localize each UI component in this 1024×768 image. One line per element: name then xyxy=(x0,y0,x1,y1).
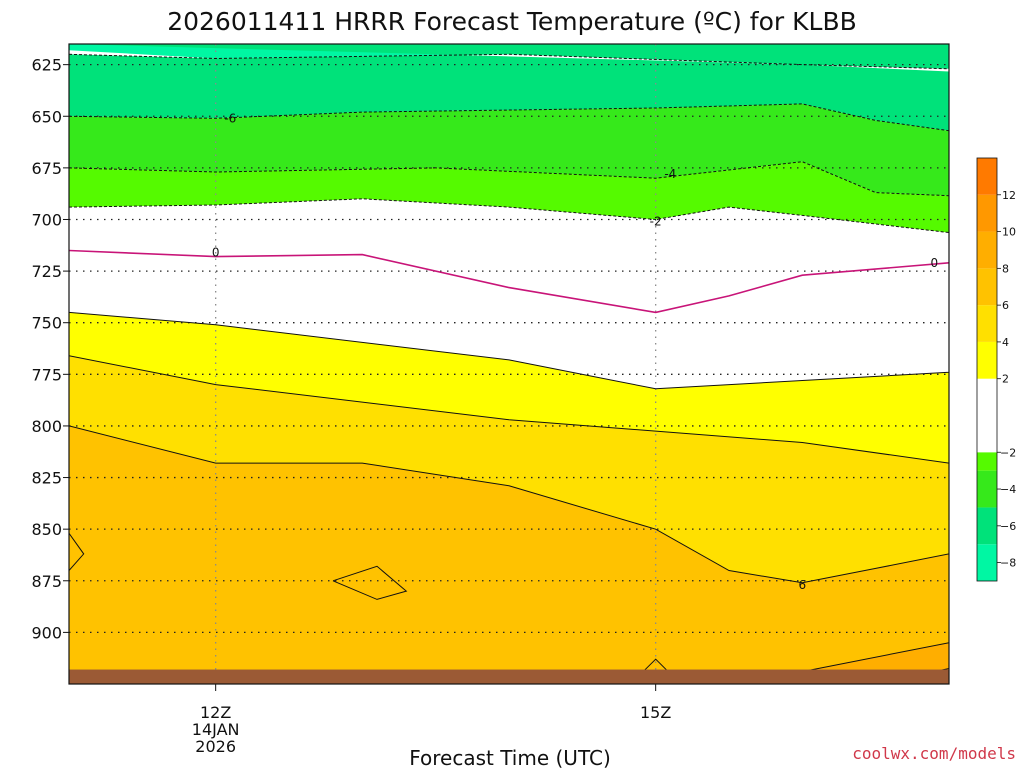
y-tick-label: 900 xyxy=(31,623,62,642)
fill-region--6 xyxy=(69,44,949,131)
terrain-band xyxy=(69,669,949,684)
colorbar-band xyxy=(977,194,997,232)
credit-text: coolwx.com/models xyxy=(852,744,1016,763)
colorbar-tick-label: 12 xyxy=(1002,189,1016,202)
contour-label: 6 xyxy=(799,578,807,592)
colorbar-tick-label: 10 xyxy=(1002,226,1016,239)
x-tick-label: 2026 xyxy=(195,737,236,756)
colorbar-tick-label: 4 xyxy=(1002,336,1009,349)
contour-label: 0 xyxy=(931,256,939,270)
colorbar-band xyxy=(977,268,997,306)
contour-label: -2 xyxy=(650,215,662,229)
colorbar-tick-label: −2 xyxy=(1000,446,1016,459)
contour-8-left xyxy=(69,533,85,571)
x-tick-label: 12Z xyxy=(200,703,231,722)
contour-2 xyxy=(69,311,949,390)
chart-title: 2026011411 HRRR Forecast Temperature (ºC… xyxy=(167,7,857,36)
contour--2 xyxy=(69,198,949,234)
colorbar-band xyxy=(977,470,997,508)
y-tick-label: 825 xyxy=(31,469,62,488)
y-tick-label: 650 xyxy=(31,107,62,126)
colorbar-tick-label: 6 xyxy=(1002,299,1009,312)
colorbar-band xyxy=(977,507,997,545)
y-tick-label: 800 xyxy=(31,417,62,436)
y-axis-ticks: 625 650 675 700 725 750 775 800 825 850 875 900 xyxy=(31,56,69,642)
fill-layer xyxy=(69,44,949,684)
contour-4 xyxy=(69,355,949,464)
fill-region--2 xyxy=(69,161,949,233)
y-tick-label: 750 xyxy=(31,314,62,333)
colorbar-frame xyxy=(976,157,998,582)
fill-region--4 xyxy=(69,103,949,196)
contour--6 xyxy=(69,103,949,132)
contour-label: 0 xyxy=(212,246,220,260)
contour-6 xyxy=(69,425,949,584)
colorbar-band xyxy=(977,341,997,379)
y-tick-label: 775 xyxy=(31,365,62,384)
contour-label: -6 xyxy=(224,111,236,125)
contour-label: -4 xyxy=(664,167,676,181)
colorbar-band xyxy=(977,378,997,453)
contour-8-blob xyxy=(332,565,408,600)
y-tick-label: 850 xyxy=(31,520,62,539)
colorbar-band xyxy=(977,544,997,581)
colorbar-band xyxy=(977,158,997,195)
colorbar-tick-label: −4 xyxy=(1000,483,1016,496)
contour-0 xyxy=(69,249,949,314)
colorbar-tick-label: 8 xyxy=(1002,262,1009,275)
colorbar-tick-label: −8 xyxy=(1000,557,1016,570)
colorbar-band xyxy=(977,231,997,269)
y-tick-label: 700 xyxy=(31,210,62,229)
colorbar: 12 10 8 6 4 2 −2 −4 −6 −8 xyxy=(976,157,1016,582)
x-axis-title: Forecast Time (UTC) xyxy=(409,746,611,768)
x-tick-label: 15Z xyxy=(640,703,671,722)
fill-region-6 xyxy=(69,425,949,684)
y-tick-label: 875 xyxy=(31,572,62,591)
y-tick-label: 625 xyxy=(31,56,62,75)
y-tick-label: 725 xyxy=(31,262,62,281)
colorbar-band xyxy=(977,305,997,342)
plot-frame xyxy=(68,43,950,685)
y-tick-label: 675 xyxy=(31,159,62,178)
contour-label-layer: -6-6-6-4-4-200022610 xyxy=(212,111,939,592)
colorbar-tick-label: −6 xyxy=(1000,520,1016,533)
x-axis-ticks: 12Z14JAN202615Z18Z21Z00Z15JAN03Z xyxy=(192,684,671,756)
colorbar-band xyxy=(977,452,997,471)
colorbar-tick-label: 2 xyxy=(1002,373,1009,386)
x-tick-label: 14JAN xyxy=(192,720,240,739)
grid-layer xyxy=(69,44,949,684)
contour--4 xyxy=(69,161,949,197)
